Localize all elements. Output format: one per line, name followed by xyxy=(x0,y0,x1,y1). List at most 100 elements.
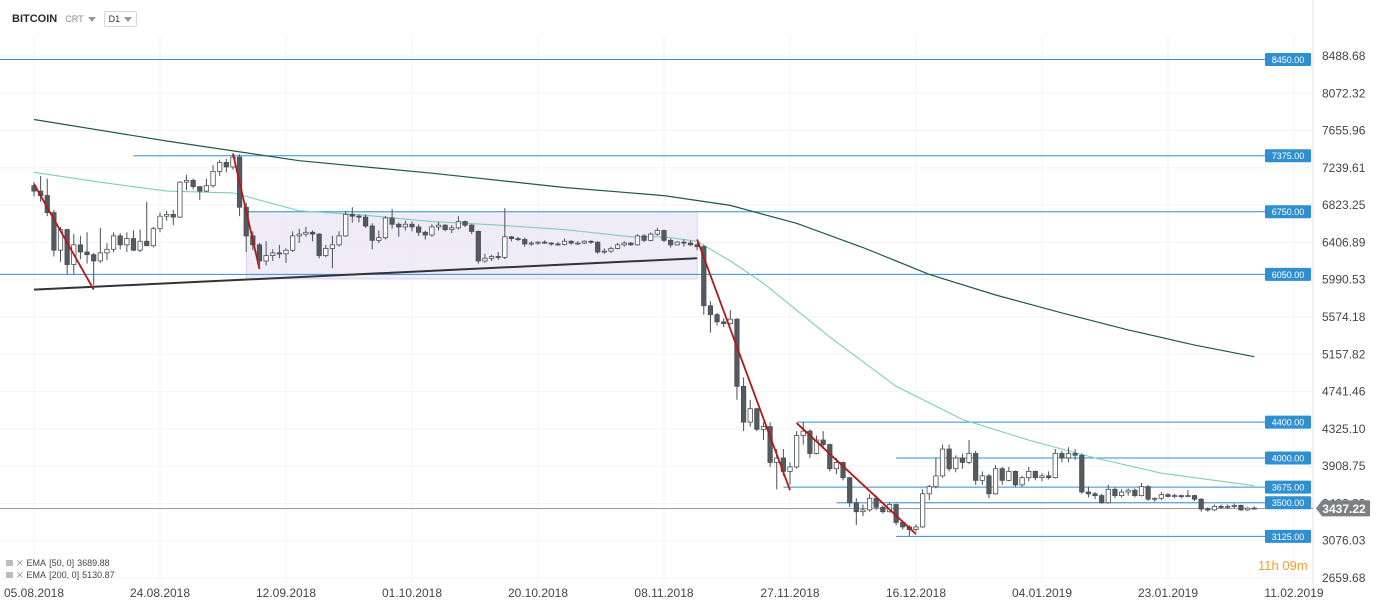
candle-body[interactable] xyxy=(164,213,170,217)
candle-body[interactable] xyxy=(104,248,110,254)
candle-body[interactable] xyxy=(959,457,966,463)
candle-body[interactable] xyxy=(1251,507,1257,510)
candle-body[interactable] xyxy=(442,224,448,231)
candle-body[interactable] xyxy=(1019,477,1025,486)
candle-body[interactable] xyxy=(840,462,846,479)
candle-body[interactable] xyxy=(1191,495,1198,500)
candle-body[interactable] xyxy=(263,255,269,262)
candle-body[interactable] xyxy=(1125,489,1131,493)
candle-body[interactable] xyxy=(210,171,216,187)
candle-body[interactable] xyxy=(721,321,727,325)
candle-body[interactable] xyxy=(349,213,355,217)
candle-body[interactable] xyxy=(1185,495,1191,497)
candle-body[interactable] xyxy=(124,238,130,246)
candle-body[interactable] xyxy=(628,242,634,246)
candle-body[interactable] xyxy=(316,233,322,256)
candle-body[interactable] xyxy=(1079,454,1085,493)
candle-body[interactable] xyxy=(84,251,90,256)
candle-body[interactable] xyxy=(515,238,521,240)
eye-icon[interactable] xyxy=(6,560,13,566)
candle-body[interactable] xyxy=(429,226,435,236)
candle-body[interactable] xyxy=(760,426,767,430)
candle-body[interactable] xyxy=(681,241,687,244)
candle-body[interactable] xyxy=(939,448,946,477)
candle-body[interactable] xyxy=(674,241,680,246)
candle-body[interactable] xyxy=(827,444,833,470)
candle-body[interactable] xyxy=(880,506,886,513)
candle-body[interactable] xyxy=(1238,505,1244,511)
candle-body[interactable] xyxy=(1026,471,1032,479)
candle-body[interactable] xyxy=(661,230,667,241)
candle-body[interactable] xyxy=(1205,508,1211,511)
candle-body[interactable] xyxy=(449,227,455,231)
candle-body[interactable] xyxy=(462,221,468,226)
candle-body[interactable] xyxy=(1012,471,1019,486)
candle-body[interactable] xyxy=(787,466,793,472)
candle-body[interactable] xyxy=(77,244,84,253)
candle-body[interactable] xyxy=(973,453,979,481)
candle-body[interactable] xyxy=(833,462,840,470)
candle-body[interactable] xyxy=(614,244,621,249)
candle-body[interactable] xyxy=(634,235,641,246)
candle-body[interactable] xyxy=(860,509,866,513)
candle-body[interactable] xyxy=(343,213,349,237)
candle-body[interactable] xyxy=(416,226,422,233)
candle-body[interactable] xyxy=(1172,495,1178,497)
candle-body[interactable] xyxy=(707,305,714,316)
candle-body[interactable] xyxy=(1211,505,1218,511)
candle-body[interactable] xyxy=(435,224,442,228)
candle-body[interactable] xyxy=(654,230,660,235)
candle-body[interactable] xyxy=(177,181,183,218)
candle-body[interactable] xyxy=(495,256,501,258)
candle-body[interactable] xyxy=(422,231,428,236)
candle-body[interactable] xyxy=(800,430,806,436)
candle-body[interactable] xyxy=(588,240,594,243)
candle-body[interactable] xyxy=(1225,505,1231,508)
candle-body[interactable] xyxy=(270,252,276,256)
candle-body[interactable] xyxy=(794,435,800,468)
candle-body[interactable] xyxy=(820,439,826,445)
candle-body[interactable] xyxy=(508,236,515,239)
candle-body[interactable] xyxy=(396,223,402,228)
candle-body[interactable] xyxy=(740,385,747,423)
candle-body[interactable] xyxy=(51,212,57,251)
candle-body[interactable] xyxy=(555,243,561,246)
candle-body[interactable] xyxy=(608,248,614,252)
timeframe-dropdown[interactable]: D1 xyxy=(103,11,138,27)
candle-body[interactable] xyxy=(920,493,926,528)
candle-body[interactable] xyxy=(1112,488,1118,496)
down-trendline[interactable] xyxy=(33,183,95,291)
candle-body[interactable] xyxy=(979,475,985,481)
candle-body[interactable] xyxy=(641,235,647,241)
candle-body[interactable] xyxy=(1158,494,1164,499)
candle-body[interactable] xyxy=(296,233,302,237)
candle-body[interactable] xyxy=(1165,494,1171,497)
candle-body[interactable] xyxy=(866,497,873,511)
candle-body[interactable] xyxy=(933,475,939,488)
close-icon[interactable]: ✕ xyxy=(16,557,24,568)
candle-body[interactable] xyxy=(1092,493,1098,496)
candle-body[interactable] xyxy=(1138,486,1145,496)
candle-body[interactable] xyxy=(356,215,362,218)
candle-body[interactable] xyxy=(926,486,932,495)
candle-body[interactable] xyxy=(668,239,674,246)
candle-body[interactable] xyxy=(110,235,117,250)
candle-body[interactable] xyxy=(276,252,282,255)
candle-body[interactable] xyxy=(953,457,959,470)
candle-body[interactable] xyxy=(290,235,296,251)
candle-body[interactable] xyxy=(1231,505,1237,507)
candle-body[interactable] xyxy=(601,250,607,253)
candle-body[interactable] xyxy=(217,162,223,172)
candle-body[interactable] xyxy=(130,238,137,251)
candle-body[interactable] xyxy=(475,231,481,262)
candle-body[interactable] xyxy=(1046,475,1052,479)
candle-body[interactable] xyxy=(455,221,462,229)
candle-body[interactable] xyxy=(329,244,336,249)
candle-body[interactable] xyxy=(1052,453,1058,479)
candle-body[interactable] xyxy=(389,217,395,225)
down-trendline[interactable] xyxy=(696,239,791,491)
candle-body[interactable] xyxy=(813,439,820,454)
candle-body[interactable] xyxy=(807,430,813,454)
candle-body[interactable] xyxy=(382,217,389,239)
